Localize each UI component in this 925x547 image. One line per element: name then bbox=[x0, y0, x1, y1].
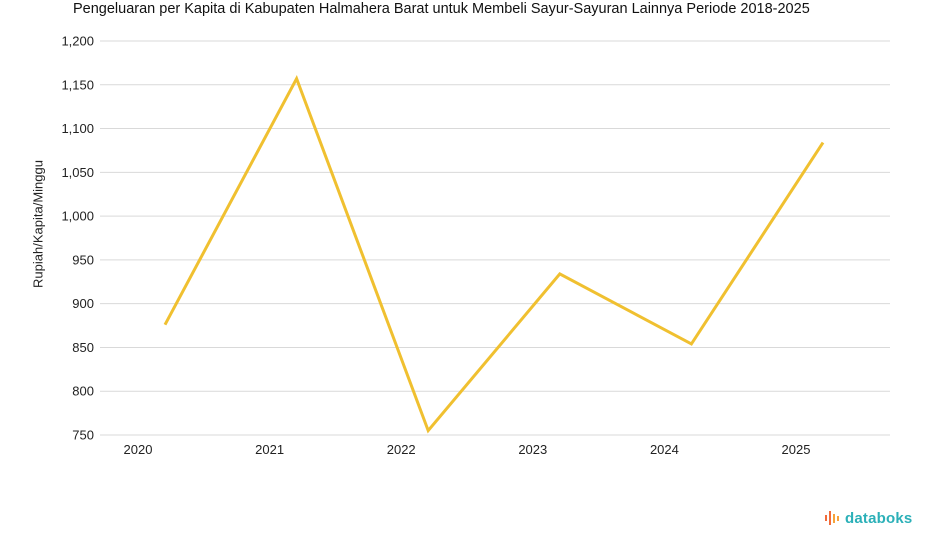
x-tick-label: 2025 bbox=[782, 442, 811, 457]
databoks-icon bbox=[825, 511, 839, 525]
gridlines bbox=[100, 40, 890, 436]
series-layer bbox=[163, 75, 825, 434]
x-tick-label: 2024 bbox=[650, 442, 679, 457]
data-point bbox=[163, 323, 167, 327]
y-tick-label: 900 bbox=[72, 296, 94, 311]
y-tick-label: 1,050 bbox=[61, 165, 94, 180]
x-tick-label: 2022 bbox=[387, 442, 416, 457]
x-tick-label: 2023 bbox=[518, 442, 547, 457]
y-tick-label: 1,100 bbox=[61, 121, 94, 136]
y-tick-label: 1,000 bbox=[61, 209, 94, 224]
data-point bbox=[689, 342, 693, 346]
y-tick-label: 750 bbox=[72, 428, 94, 443]
y-tick-label: 1,200 bbox=[61, 34, 94, 49]
y-axis-ticks: 750 800 850 900 950 1,000 1,050 1,100 1,150 1,200 bbox=[61, 34, 94, 443]
y-tick-label: 950 bbox=[72, 252, 94, 267]
data-point bbox=[821, 141, 825, 145]
databoks-logo: databoks bbox=[824, 509, 912, 527]
data-point bbox=[295, 77, 299, 81]
databoks-wordmark: databoks bbox=[845, 509, 913, 527]
y-axis-label: Rupiah/Kapita/Minggu bbox=[30, 160, 46, 288]
data-point bbox=[558, 272, 562, 276]
y-tick-label: 850 bbox=[72, 340, 94, 355]
data-point bbox=[426, 429, 430, 433]
x-tick-label: 2020 bbox=[124, 442, 153, 457]
y-tick-label: 1,150 bbox=[61, 77, 94, 92]
x-axis-ticks: 2020 2021 2022 2023 2024 2025 bbox=[124, 442, 811, 457]
x-tick-label: 2021 bbox=[255, 442, 284, 457]
y-tick-label: 800 bbox=[72, 384, 94, 399]
chart-title: Pengeluaran per Kapita di Kabupaten Halm… bbox=[73, 1, 810, 17]
series-line bbox=[163, 75, 825, 434]
